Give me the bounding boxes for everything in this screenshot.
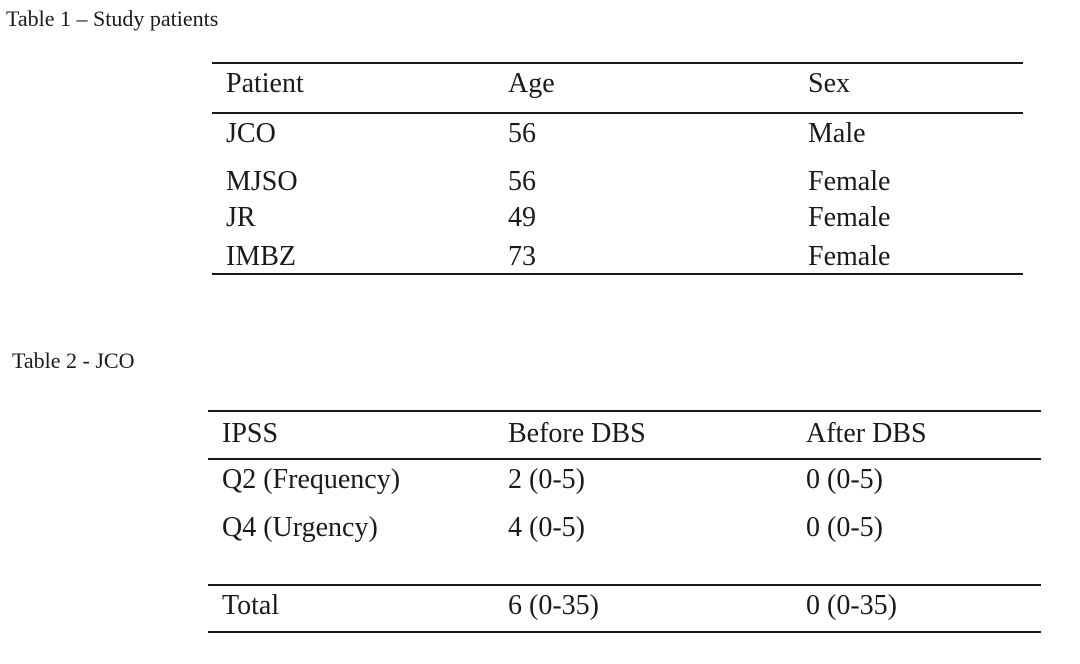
table2-total-label: Total (222, 590, 280, 621)
table2-cell: 4 (0-5) (508, 512, 585, 543)
table2-cell: 0 (0-5) (806, 512, 883, 543)
table2-header-rule (208, 458, 1041, 460)
table2-top-rule (208, 410, 1041, 412)
table1-header-patient: Patient (226, 68, 304, 99)
table1-cell: IMBZ (226, 241, 296, 272)
table1-top-rule (212, 62, 1023, 64)
table2-header-after: After DBS (806, 418, 927, 449)
table1-header-age: Age (508, 68, 555, 99)
table2-header-ipss: IPSS (222, 418, 279, 449)
table1-cell: JCO (226, 118, 276, 149)
table1-caption: Table 1 – Study patients (6, 6, 219, 31)
table2-total-rule (208, 584, 1041, 586)
table1-cell: JR (226, 202, 256, 233)
table1-cell: MJSO (226, 166, 298, 197)
table1-cell: 73 (508, 241, 536, 272)
table1-bottom-rule (212, 273, 1023, 275)
table2-cell: 0 (0-5) (806, 464, 883, 495)
table1-cell: Female (808, 241, 891, 272)
table2-header-before: Before DBS (508, 418, 646, 449)
table1-header-sex: Sex (808, 68, 850, 99)
table1-cell: 56 (508, 118, 536, 149)
table2-total-before: 6 (0-35) (508, 590, 599, 621)
table2-caption: Table 2 - JCO (12, 348, 135, 373)
table1-cell: Female (808, 166, 891, 197)
table1-cell: Female (808, 202, 891, 233)
table2-cell: 2 (0-5) (508, 464, 585, 495)
table1-cell: Male (808, 118, 866, 149)
table1-header-rule (212, 112, 1023, 114)
table2-cell: Q2 (Frequency) (222, 464, 401, 495)
table2-cell: Q4 (Urgency) (222, 512, 378, 543)
table2-total-after: 0 (0-35) (806, 590, 897, 621)
table1-cell: 56 (508, 166, 536, 197)
table1-cell: 49 (508, 202, 536, 233)
table2-bottom-rule (208, 631, 1041, 633)
